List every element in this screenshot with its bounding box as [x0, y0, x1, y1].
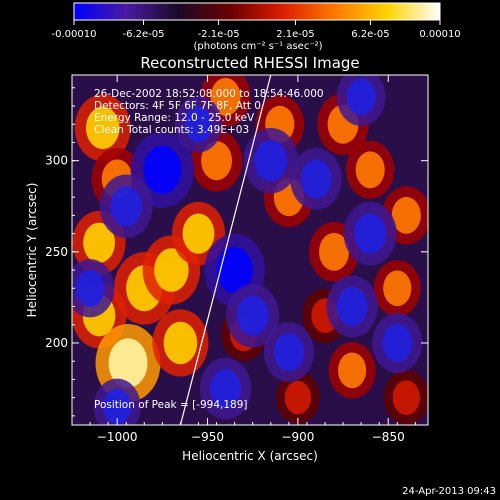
x-tick-label: −850	[372, 430, 405, 444]
heatmap-blobs	[72, 75, 428, 425]
heatmap-blob	[154, 248, 189, 292]
info-detectors: Detectors: 4F 5F 6F 7F 8F, Att 0	[94, 100, 261, 112]
heatmap-blob	[85, 106, 120, 150]
y-tick-label: 300	[45, 154, 68, 168]
x-tick-label: −1000	[97, 430, 138, 444]
colorbar-tick-label: 6.2e-05	[351, 29, 389, 40]
info-energy-range: Energy Range: 12.0 - 25.0 keV	[94, 112, 255, 124]
plot-title: Reconstructed RHESSI Image	[140, 54, 359, 72]
colorbar-tick-label: -2.1e-05	[198, 29, 240, 40]
heatmap-blob	[236, 295, 269, 336]
colorbar-tick-label: -6.2e-05	[123, 29, 165, 40]
heatmap-blob	[182, 213, 215, 254]
heatmap-blob	[354, 213, 387, 254]
heatmap-blob	[75, 269, 105, 307]
heatmap-blob	[273, 333, 304, 372]
plot-frame	[71, 74, 429, 426]
heatmap-blob	[110, 186, 143, 227]
heatmap-blob	[300, 159, 332, 199]
footer-timestamp: 24-Apr-2013 09:43	[402, 486, 496, 497]
heatmap-blob	[108, 338, 148, 388]
heatmap-blob	[210, 368, 242, 409]
heatmap-blob	[382, 323, 413, 362]
peak-position-label: Position of Peak = [-994,189]	[94, 399, 248, 411]
heatmap-blob	[210, 77, 241, 116]
y-axis-ticks: 200 250 300	[45, 87, 428, 417]
y-tick-label: 200	[45, 336, 68, 350]
heatmap-blob	[391, 196, 421, 234]
heatmap-blob	[319, 232, 350, 271]
heatmap-blob	[143, 145, 182, 194]
heatmap-area	[72, 75, 428, 425]
info-clean-counts: Clean Total counts: 3.49E+03	[94, 124, 249, 136]
heatmap-blob	[201, 141, 233, 181]
observation-info: 26-Dec-2002 18:52:08.000 to 18:54:46.000…	[94, 88, 324, 136]
heatmap-blob	[355, 151, 385, 189]
colorbar	[73, 2, 441, 21]
y-tick-label: 250	[45, 245, 68, 259]
y-axis-label: Heliocentric Y (arcsec)	[25, 183, 39, 318]
colorbar-tick-label: -0.00010	[52, 29, 97, 40]
heatmap-blob	[163, 321, 198, 365]
heatmap-blob	[254, 139, 288, 182]
heatmap-blob	[83, 222, 116, 263]
heatmap-blob	[338, 352, 367, 389]
colorbar-tick-label: 0.00010	[419, 29, 460, 40]
heatmap-blob	[103, 388, 132, 425]
colorbar-units-label: (photons cm⁻² s⁻¹ asec⁻²)	[193, 41, 322, 52]
info-time-range: 26-Dec-2002 18:52:08.000 to 18:54:46.000	[94, 88, 324, 100]
heatmap-blob	[392, 380, 420, 415]
solar-limb-line	[179, 75, 272, 425]
colorbar-tick-label: 2.1e-05	[276, 29, 314, 40]
x-axis-label: Heliocentric X (arcsec)	[182, 449, 318, 463]
x-tick-label: −950	[191, 430, 224, 444]
x-axis-ticks: −1000 −950 −900 −850	[71, 75, 416, 444]
colorbar-ticks: -0.00010 -6.2e-05 -2.1e-05 2.1e-05 6.2e-05 0.…	[52, 20, 461, 40]
heatmap-blob	[184, 106, 213, 143]
x-tick-label: −900	[281, 430, 314, 444]
heatmap-blob	[216, 247, 253, 294]
heatmap-blob	[284, 380, 312, 415]
heatmap-blob	[336, 286, 368, 327]
heatmap-blob	[346, 78, 376, 116]
heatmap-blob	[383, 270, 412, 307]
